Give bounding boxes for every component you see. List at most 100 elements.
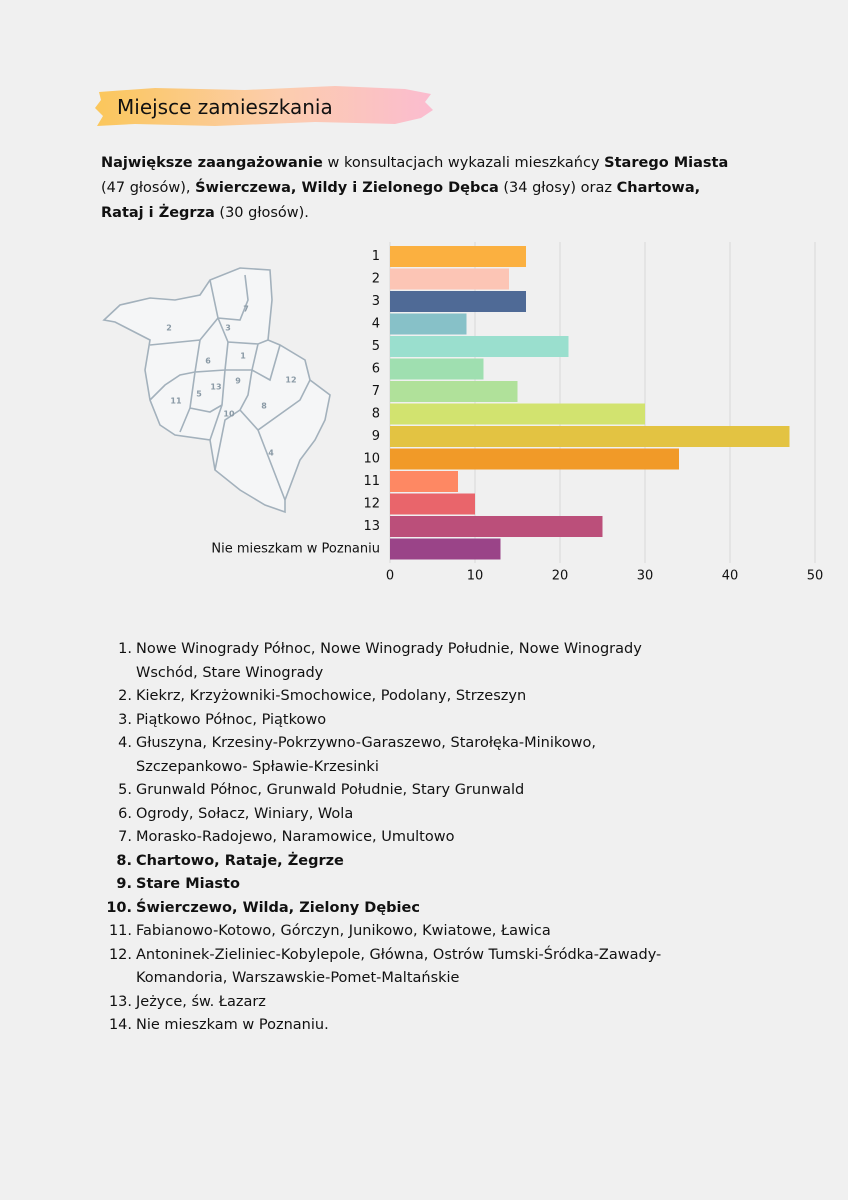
list-item: 14. Nie mieszkam w Poznaniu.	[105, 1014, 685, 1038]
bar	[390, 538, 501, 560]
list-item: 1. Nowe Winogrady Północ, Nowe Winogrady …	[105, 638, 685, 685]
legend-list: 1. Nowe Winogrady Północ, Nowe Winogrady …	[105, 638, 685, 1038]
y-tick-label: 5	[372, 339, 380, 354]
x-tick-label: 20	[552, 569, 569, 584]
list-item: 12. Antoninek-Zieliniec-Kobylepole, Główn…	[105, 944, 685, 991]
y-tick-label: 13	[363, 519, 380, 534]
y-tick-label: 3	[372, 294, 380, 309]
y-tick-label: 11	[363, 474, 380, 489]
list-item: 4. Głuszyna, Krzesiny-Pokrzywno-Garaszewo…	[105, 732, 685, 779]
list-text: Grunwald Północ, Grunwald Południe, Star…	[136, 782, 525, 798]
map-label: 1	[240, 352, 246, 361]
list-item: 8. Chartowo, Rataje, Żegrze	[105, 850, 685, 874]
list-text: Piątkowo Północ, Piątkowo	[136, 711, 327, 728]
map-label: 9	[235, 377, 241, 386]
map-label: 8	[261, 402, 267, 411]
list-number: 4.	[118, 735, 132, 751]
x-tick-label: 50	[807, 569, 824, 584]
list-number: 8.	[116, 852, 132, 869]
intro-segment: Największe zaangażowanie	[101, 155, 323, 171]
intro-segment: (30 głosów).	[214, 205, 309, 221]
bar	[390, 426, 790, 447]
list-number: 7.	[118, 829, 132, 845]
list-number: 11.	[108, 923, 132, 939]
y-tick-label: 2	[372, 272, 380, 287]
y-tick-label: 12	[363, 497, 380, 512]
list-text: Ogrody, Sołacz, Winiary, Wola	[136, 805, 354, 822]
map-label: 10	[223, 410, 235, 419]
heading-block: Miejsce zamieszkania	[95, 84, 435, 130]
list-item: 2. Kiekrz, Krzyżowniki-Smochowice, Podola…	[105, 685, 685, 709]
intro: Największe zaangażowanie w konsultacjach…	[101, 151, 741, 226]
list-number: 1.	[118, 641, 132, 657]
list-number: 6.	[118, 805, 132, 822]
list-item: 10. Świerczewo, Wilda, Zielony Dębiec	[105, 897, 685, 921]
x-tick-label: 30	[637, 569, 654, 584]
brush	[95, 86, 433, 126]
list-number: 3.	[118, 711, 132, 728]
list-text: Kiekrz, Krzyżowniki-Smochowice, Podolany…	[136, 688, 527, 704]
map-label: 7	[243, 305, 249, 314]
list-item: 5. Grunwald Północ, Grunwald Południe, St…	[105, 779, 685, 803]
list-text: Nowe Winogrady Północ, Nowe Winogrady Po…	[136, 641, 642, 681]
list-item: 9. Stare Miasto	[105, 873, 685, 897]
bar	[390, 291, 526, 312]
bar	[390, 471, 458, 492]
map-districts	[149, 274, 311, 501]
map-label: 12	[285, 376, 296, 385]
x-tick-label: 40	[722, 569, 739, 584]
y-tick-label: Nie mieszkam w Poznaniu	[211, 542, 380, 557]
bar	[390, 448, 679, 470]
list-text: Fabianowo-Kotowo, Górczyn, Junikowo, Kwi…	[136, 923, 551, 939]
bar	[390, 381, 518, 402]
y-tick-label: 7	[372, 384, 380, 399]
bar	[390, 493, 475, 515]
map	[102, 267, 331, 514]
list-item: 3. Piątkowo Północ, Piątkowo	[105, 709, 685, 733]
list-item: 6. Ogrody, Sołacz, Winiary, Wola	[105, 803, 685, 827]
map-label: 6	[205, 357, 211, 366]
bar	[390, 268, 509, 290]
x-tick-label: 10	[467, 569, 484, 584]
intro-segment: (47 głosów),	[101, 180, 196, 196]
map-outline	[102, 267, 331, 514]
list-number: 2.	[118, 688, 132, 704]
list-text: Głuszyna, Krzesiny-Pokrzywno-Garaszewo, …	[136, 735, 596, 775]
list-text: Nie mieszkam w Poznaniu.	[136, 1017, 329, 1033]
map-label: 3	[225, 324, 231, 333]
list-item: 7. Morasko-Radojewo, Naramowice, Umultowo	[105, 826, 685, 850]
list-item: 11. Fabianowo-Kotowo, Górczyn, Junikowo, …	[105, 920, 685, 944]
bar	[390, 336, 569, 357]
intro-segment: Starego Miasta	[604, 155, 729, 171]
list-text: Antoninek-Zieliniec-Kobylepole, Główna, …	[136, 946, 662, 987]
bar	[390, 358, 484, 380]
intro-segment: w konsultacjach wykazali mieszkańcy	[322, 155, 605, 171]
map-label: 11	[170, 397, 182, 406]
y-tick-label: 6	[372, 362, 380, 377]
bar	[390, 246, 526, 267]
list-number: 12.	[108, 946, 132, 963]
list-text: Stare Miasto	[136, 876, 240, 892]
list-text: Chartowo, Rataje, Żegrze	[136, 852, 344, 869]
intro-segment: Świerczewa, Wildy i Zielonego Dębca	[195, 180, 499, 196]
list-text: Jeżyce, św. Łazarz	[136, 993, 266, 1010]
intro-segment: (34 głosy) oraz	[498, 180, 617, 196]
y-tick-label: 9	[372, 429, 380, 444]
y-tick-label: 1	[372, 249, 380, 264]
list-text: Świerczewo, Wilda, Zielony Dębiec	[136, 899, 420, 916]
list-number: 5.	[118, 782, 132, 798]
y-tick-label: 10	[363, 452, 380, 467]
map-label: 2	[166, 324, 172, 333]
map-label: 5	[196, 390, 202, 399]
list-number: 14.	[108, 1017, 132, 1033]
x-tick-label: 0	[386, 569, 394, 584]
intro-segment: Chartowa, Rataj i Żegrza	[101, 180, 701, 221]
list-item: 13. Jeżyce, św. Łazarz	[105, 991, 685, 1015]
list-text: Morasko-Radojewo, Naramowice, Umultowo	[136, 829, 455, 845]
map-label: 13	[210, 383, 221, 392]
y-tick-label: 8	[372, 407, 380, 422]
heading: Miejsce zamieszkania	[117, 95, 333, 119]
y-tick-label: 4	[372, 317, 380, 332]
